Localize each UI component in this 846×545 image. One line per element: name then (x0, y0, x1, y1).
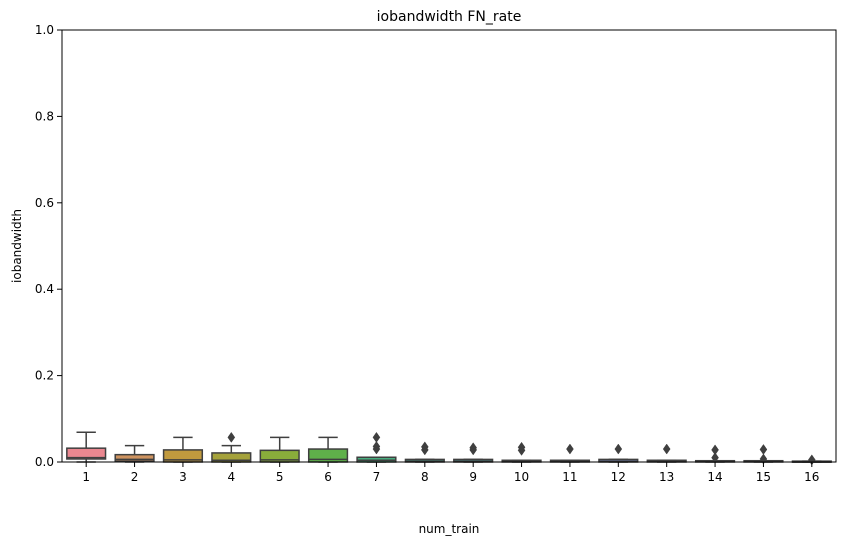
y-tick-label: 0.4 (35, 282, 54, 296)
box-13 (646, 443, 687, 463)
x-tick-label: 15 (756, 470, 771, 484)
outlier-point (372, 441, 381, 452)
box-14 (694, 444, 736, 464)
outlier-point (469, 442, 477, 454)
box-6 (307, 436, 349, 463)
box-body (66, 447, 107, 460)
x-tick-label: 6 (324, 470, 332, 484)
box-8 (404, 441, 445, 463)
outlier-point (711, 444, 719, 456)
outlier-point (614, 443, 623, 455)
x-tick-label: 13 (659, 470, 674, 484)
outlier-point (517, 441, 526, 453)
x-tick-label: 10 (514, 470, 529, 484)
box-15 (743, 444, 784, 465)
outlier-point (372, 431, 381, 443)
box-3 (162, 436, 204, 463)
box-7 (356, 431, 397, 463)
x-tick-label: 4 (227, 470, 235, 484)
x-axis: 1 2 3 4 5 6 7 8 9 10 11 12 13 14 15 16 (82, 462, 819, 484)
box-4 (211, 431, 252, 463)
box-10 (501, 441, 542, 463)
x-tick-label: 9 (469, 470, 477, 484)
outlier-point (566, 443, 574, 455)
box-2 (114, 444, 155, 463)
outlier-point (759, 444, 768, 455)
box-11 (549, 443, 591, 463)
x-tick-label: 11 (562, 470, 577, 484)
y-tick-label: 0.2 (35, 369, 54, 383)
x-tick-label: 12 (611, 470, 626, 484)
box-9 (453, 442, 494, 463)
x-tick-label: 1 (82, 470, 90, 484)
plot-area (66, 431, 832, 466)
box-12 (598, 443, 639, 463)
chart-title: iobandwidth FN_rate (377, 9, 522, 25)
x-tick-label: 2 (131, 470, 139, 484)
outlier-point (227, 431, 236, 443)
x-axis-title: num_train (419, 522, 480, 536)
x-tick-label: 3 (179, 470, 187, 484)
y-tick-label: 0.6 (35, 196, 54, 210)
x-tick-label: 5 (276, 470, 284, 484)
outlier-point (662, 443, 671, 455)
box-body (114, 453, 155, 462)
y-axis: 0.0 0.2 0.4 0.6 0.8 1.0 (35, 23, 62, 469)
x-tick-label: 14 (707, 470, 722, 484)
x-tick-label: 7 (373, 470, 381, 484)
y-tick-label: 1.0 (35, 23, 54, 37)
box-5 (259, 436, 300, 463)
y-tick-label: 0.0 (35, 455, 54, 469)
x-tick-label: 8 (421, 470, 429, 484)
outlier-point (421, 441, 429, 453)
box-1 (66, 431, 107, 463)
y-axis-title: iobandwidth (10, 209, 24, 283)
y-tick-label: 0.8 (35, 109, 54, 123)
x-tick-label: 16 (804, 470, 819, 484)
plot-frame (61, 29, 837, 463)
